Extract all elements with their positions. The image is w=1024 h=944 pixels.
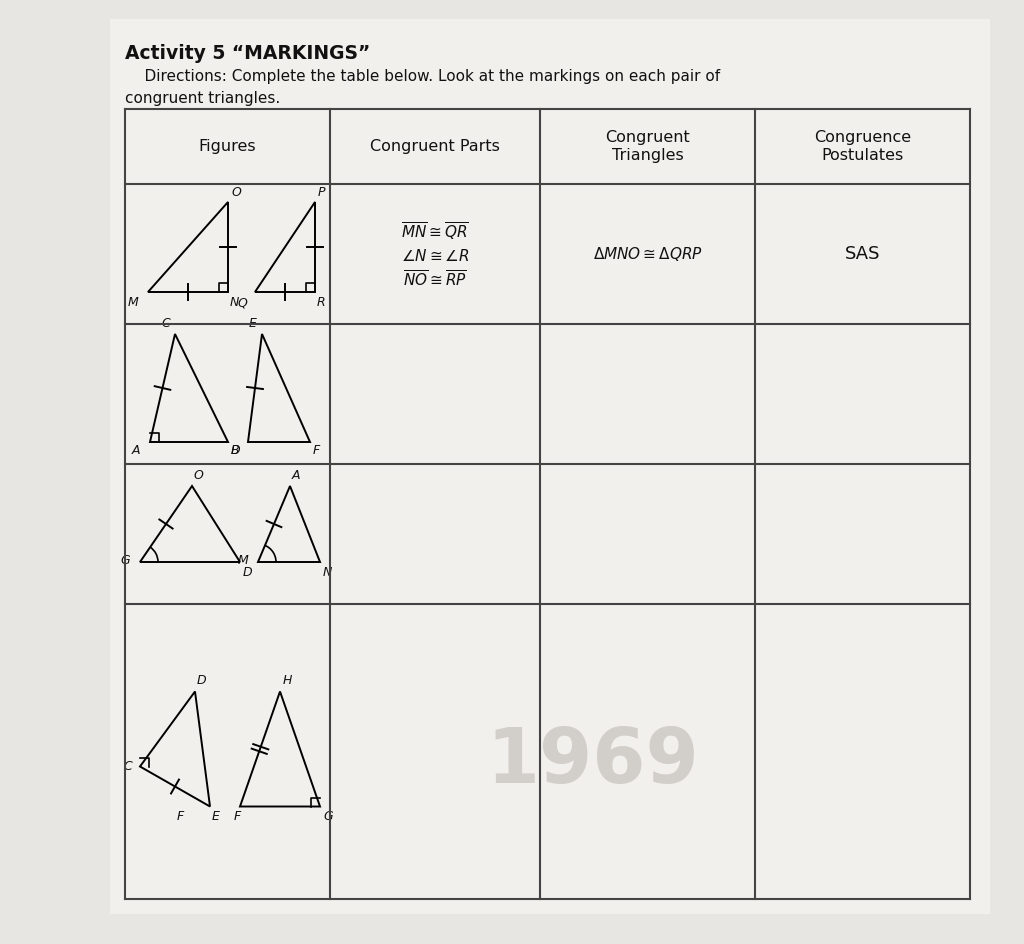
Text: Activity 5 “MARKINGS”: Activity 5 “MARKINGS”: [125, 44, 371, 63]
Text: congruent triangles.: congruent triangles.: [125, 91, 281, 106]
Text: 1969: 1969: [486, 724, 698, 799]
Text: Congruent Parts: Congruent Parts: [370, 139, 500, 154]
Text: D: D: [197, 675, 207, 687]
Text: SAS: SAS: [845, 245, 881, 263]
Text: M: M: [238, 553, 248, 566]
Text: Congruent
Triangles: Congruent Triangles: [605, 130, 690, 162]
Text: F: F: [176, 811, 183, 823]
Text: M: M: [127, 296, 138, 309]
Text: $\overline{MN} \cong \overline{QR}$: $\overline{MN} \cong \overline{QR}$: [401, 221, 469, 243]
Text: G: G: [323, 811, 333, 823]
Text: $\angle N \cong \angle R$: $\angle N \cong \angle R$: [400, 248, 469, 264]
Text: A: A: [292, 469, 300, 482]
Text: F: F: [313, 444, 321, 457]
Text: $\Delta MNO \cong \Delta QRP$: $\Delta MNO \cong \Delta QRP$: [593, 245, 702, 263]
Text: P: P: [318, 186, 326, 199]
Text: D: D: [243, 566, 253, 579]
Text: Directions: Complete the table below. Look at the markings on each pair of: Directions: Complete the table below. Lo…: [125, 69, 720, 84]
Text: O: O: [194, 469, 204, 482]
Text: G: G: [121, 553, 130, 566]
FancyBboxPatch shape: [110, 19, 990, 914]
Text: Congruence
Postulates: Congruence Postulates: [814, 130, 911, 162]
Text: H: H: [283, 675, 293, 687]
Text: Figures: Figures: [199, 139, 256, 154]
Text: O: O: [231, 186, 241, 199]
Text: N: N: [230, 296, 240, 309]
Text: C: C: [123, 760, 132, 773]
Text: E: E: [212, 811, 220, 823]
Text: F: F: [233, 811, 241, 823]
Text: D: D: [230, 444, 240, 457]
Text: B: B: [231, 444, 240, 457]
Text: Q: Q: [238, 296, 247, 309]
Text: C: C: [161, 317, 170, 330]
Text: N: N: [323, 566, 333, 579]
Text: E: E: [249, 317, 257, 330]
Text: $\overline{NO} \cong \overline{RP}$: $\overline{NO} \cong \overline{RP}$: [403, 270, 467, 290]
Text: R: R: [317, 296, 326, 309]
Text: A: A: [131, 444, 140, 457]
